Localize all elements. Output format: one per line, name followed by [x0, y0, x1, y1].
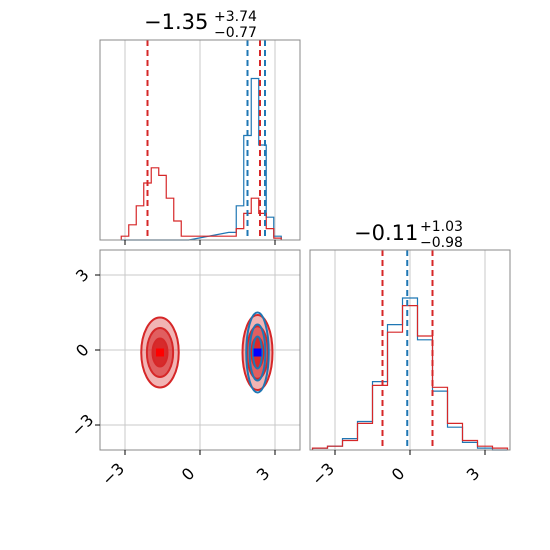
histogram-blue — [121, 77, 282, 241]
contour-blue — [245, 311, 270, 394]
title-1-minus: −0.77 — [214, 25, 257, 41]
x-tick-label: 0 — [388, 464, 409, 485]
title-2-minus: −0.98 — [420, 235, 463, 251]
title-2-plus: +1.03 — [420, 219, 463, 235]
x-tick-label: 3 — [463, 464, 484, 485]
median-marker-red — [156, 348, 164, 357]
title-1-median: −1.35 — [144, 10, 208, 34]
joint-panel: −3 0 3 −3 0 3 — [67, 249, 301, 489]
y-tick-label: −3 — [67, 410, 97, 440]
title-param-2: −0.11 +1.03 −0.98 — [354, 219, 463, 251]
x-tick-label: 0 — [178, 464, 199, 485]
contour-blue — [252, 335, 263, 370]
x-tick-label: 3 — [253, 464, 274, 485]
x-tick-label: −3 — [308, 459, 338, 489]
marginal-panel-param-1 — [99, 39, 301, 245]
contour-blue — [248, 323, 267, 382]
histogram-red — [311, 305, 509, 450]
title-1-plus: +3.74 — [214, 9, 257, 25]
y-tick-label: 0 — [72, 340, 93, 361]
title-param-1: −1.35 +3.74 −0.77 — [144, 9, 257, 41]
median-marker-blue — [253, 348, 262, 357]
histogram-red — [120, 167, 282, 240]
x-tick-label: −3 — [98, 459, 128, 489]
marginal-panel-param-2: −3 0 3 — [308, 249, 511, 489]
y-tick-label: 3 — [72, 265, 93, 286]
title-2-median: −0.11 — [354, 221, 418, 245]
